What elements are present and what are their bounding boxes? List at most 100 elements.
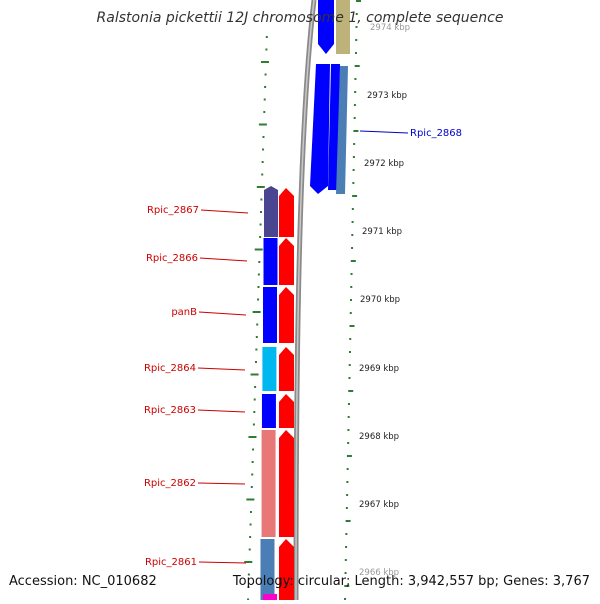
tick-mark bbox=[265, 36, 268, 38]
gene-block[interactable] bbox=[262, 347, 277, 391]
tick-mark bbox=[348, 364, 351, 366]
leader-line bbox=[197, 482, 246, 485]
gene-block[interactable] bbox=[263, 594, 277, 600]
gene-block[interactable] bbox=[264, 186, 278, 237]
tick-mark bbox=[259, 236, 262, 238]
gene-label-rpic-2868: Rpic_2868 bbox=[410, 128, 462, 139]
tick-mark bbox=[253, 411, 256, 413]
kbp-label: 2973 kbp bbox=[367, 91, 407, 101]
tick-mark bbox=[351, 234, 354, 236]
tick-mark bbox=[344, 585, 350, 587]
tick-mark bbox=[344, 559, 347, 561]
tick-mark bbox=[252, 448, 255, 451]
map-title: Ralstonia pickettii 12J chromosome 1, co… bbox=[96, 10, 504, 26]
tick-mark bbox=[350, 286, 353, 288]
tick-mark bbox=[250, 373, 259, 376]
tick-mark bbox=[348, 377, 351, 379]
tick-mark bbox=[352, 195, 358, 197]
tick-mark bbox=[346, 494, 349, 496]
tick-mark bbox=[344, 598, 347, 600]
tick-mark bbox=[257, 286, 260, 288]
tick-mark bbox=[347, 416, 350, 418]
tick-mark bbox=[347, 429, 350, 431]
forward-cds-arrow[interactable] bbox=[279, 287, 294, 343]
tick-mark bbox=[356, 0, 361, 2]
tick-mark bbox=[252, 423, 255, 426]
tick-mark bbox=[347, 403, 350, 405]
gene-block[interactable] bbox=[263, 287, 278, 343]
leader-line bbox=[197, 409, 246, 413]
kbp-label: 2971 kbp bbox=[362, 227, 402, 237]
tick-mark bbox=[244, 561, 253, 563]
tick-mark bbox=[247, 573, 250, 576]
tick-mark bbox=[353, 104, 356, 106]
gene-block bbox=[336, 0, 350, 54]
gene-block[interactable] bbox=[261, 394, 276, 428]
tick-mark bbox=[250, 486, 253, 488]
tick-mark bbox=[254, 386, 257, 388]
kbp-label: 2967 kbp bbox=[359, 500, 399, 510]
tick-mark bbox=[353, 143, 356, 145]
gene-block bbox=[328, 64, 340, 190]
kbp-label: 2972 kbp bbox=[364, 159, 404, 169]
forward-cds-arrow[interactable] bbox=[279, 238, 294, 285]
tick-mark bbox=[261, 161, 264, 163]
gene-block[interactable] bbox=[263, 238, 278, 285]
tick-mark bbox=[346, 455, 352, 457]
tick-mark bbox=[349, 325, 355, 327]
tick-mark bbox=[264, 86, 267, 88]
tick-mark bbox=[345, 507, 348, 509]
tick-mark bbox=[255, 348, 258, 351]
gene-label-rpic-2864: Rpic_2864 bbox=[144, 363, 196, 374]
tick-mark bbox=[352, 169, 355, 171]
tick-mark bbox=[350, 260, 356, 262]
kbp-label: 2974 kbp bbox=[370, 23, 410, 33]
forward-cds-arrow[interactable] bbox=[279, 394, 294, 428]
kbp-label: 2968 kbp bbox=[359, 432, 399, 442]
tick-mark bbox=[257, 298, 260, 301]
forward-cds-arrow[interactable] bbox=[279, 539, 294, 600]
tick-mark bbox=[350, 299, 353, 301]
tick-mark bbox=[259, 211, 262, 213]
gene-label-rpic-2866: Rpic_2866 bbox=[146, 253, 198, 264]
tick-mark bbox=[351, 247, 354, 249]
gene-label-rpic-2862: Rpic_2862 bbox=[144, 478, 196, 489]
tick-mark bbox=[355, 13, 358, 15]
gene-label-panb: panB bbox=[171, 307, 197, 318]
tick-mark bbox=[352, 156, 355, 158]
tick-mark bbox=[349, 338, 352, 340]
tick-mark bbox=[249, 523, 252, 526]
tick-mark bbox=[260, 198, 263, 201]
tick-mark bbox=[247, 586, 250, 588]
gene-block[interactable] bbox=[261, 430, 276, 537]
forward-cds-arrow[interactable] bbox=[279, 188, 294, 237]
tick-mark bbox=[354, 78, 357, 80]
gene-block-rpic-2868[interactable] bbox=[336, 66, 348, 194]
tick-mark bbox=[350, 273, 353, 275]
tick-mark bbox=[248, 436, 257, 438]
tick-mark bbox=[353, 117, 356, 119]
gene-block bbox=[310, 64, 330, 194]
gene-label-rpic-2861: Rpic_2861 bbox=[145, 557, 197, 568]
tick-mark bbox=[354, 65, 360, 67]
tick-mark bbox=[347, 442, 350, 444]
tick-mark bbox=[355, 39, 358, 41]
tick-mark bbox=[257, 273, 260, 276]
tick-mark bbox=[249, 536, 252, 538]
tick-mark bbox=[253, 398, 256, 401]
tick-mark bbox=[355, 26, 358, 28]
gene-block bbox=[318, 0, 334, 54]
accession-text: Accession: NC_010682 bbox=[9, 574, 157, 589]
tick-mark bbox=[260, 61, 269, 63]
tick-mark bbox=[345, 520, 351, 522]
kbp-label: 2969 kbp bbox=[359, 364, 399, 374]
tick-mark bbox=[255, 336, 258, 338]
tick-mark bbox=[254, 248, 263, 251]
forward-cds-arrow[interactable] bbox=[279, 347, 294, 391]
tick-mark bbox=[246, 498, 255, 501]
gene-block[interactable] bbox=[260, 539, 275, 600]
leader-line bbox=[197, 367, 246, 371]
tick-mark bbox=[261, 173, 264, 176]
forward-cds-arrow[interactable] bbox=[279, 430, 294, 537]
